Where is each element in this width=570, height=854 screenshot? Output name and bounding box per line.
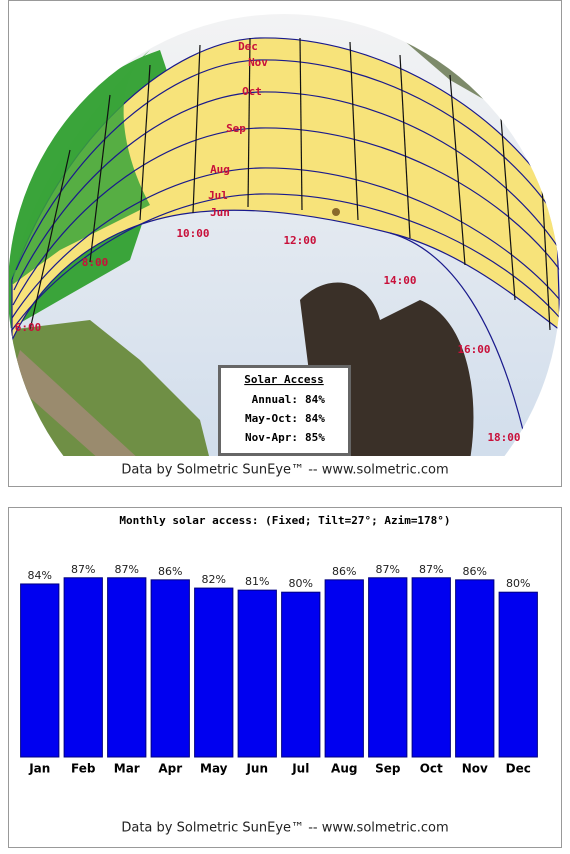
bar bbox=[455, 579, 495, 758]
tree-shade bbox=[12, 50, 150, 285]
bar bbox=[281, 591, 321, 758]
bar bbox=[194, 587, 234, 758]
hour-line bbox=[139, 64, 151, 221]
month-label: Jun bbox=[210, 206, 230, 219]
hour-label: 6:00 bbox=[15, 321, 42, 334]
hour-label: 8:00 bbox=[82, 256, 109, 269]
value-label: 84% bbox=[28, 569, 52, 582]
value-label: 87% bbox=[71, 563, 95, 576]
solar-access-box bbox=[218, 365, 351, 456]
row-value: 84% bbox=[305, 412, 325, 425]
hour-label: 10:00 bbox=[176, 227, 209, 240]
month-label: Jul bbox=[208, 189, 228, 202]
hour-line bbox=[192, 44, 201, 214]
row-label: Annual: bbox=[252, 393, 298, 406]
month-line bbox=[13, 91, 560, 291]
fence bbox=[10, 350, 140, 456]
foliage bbox=[9, 320, 210, 456]
month-line bbox=[11, 193, 560, 331]
row-value: 84% bbox=[305, 393, 325, 406]
value-label: 80% bbox=[506, 577, 530, 590]
x-tick-label: May bbox=[200, 762, 228, 776]
hour-label: 14:00 bbox=[383, 274, 416, 287]
x-tick-label: Jun bbox=[245, 762, 268, 776]
month-line bbox=[11, 167, 560, 319]
bar bbox=[63, 577, 103, 758]
x-tick-label: Jul bbox=[291, 762, 309, 776]
bar bbox=[411, 577, 451, 758]
bar bbox=[237, 589, 277, 758]
x-tick-label: Feb bbox=[71, 762, 96, 776]
month-line bbox=[12, 127, 560, 306]
hour-line bbox=[449, 74, 466, 266]
x-tick-label: Dec bbox=[506, 762, 531, 776]
month-label: Aug bbox=[210, 163, 230, 176]
hour-line bbox=[399, 54, 411, 239]
solar-access-title: Solar Access bbox=[244, 373, 323, 386]
x-tick-label: Jan bbox=[28, 762, 50, 776]
bar bbox=[498, 591, 538, 758]
hour-line bbox=[89, 94, 111, 263]
hour-line bbox=[29, 149, 71, 331]
month-label: Dec bbox=[238, 40, 258, 53]
month-label: Sep bbox=[226, 122, 246, 135]
value-label: 82% bbox=[202, 573, 226, 586]
sun bbox=[332, 208, 340, 216]
bar bbox=[20, 583, 60, 758]
bar bbox=[107, 577, 147, 758]
hour-line bbox=[247, 37, 251, 208]
value-label: 86% bbox=[463, 565, 487, 578]
horizon-line bbox=[389, 232, 531, 456]
value-label: 87% bbox=[376, 563, 400, 576]
value-label: 86% bbox=[332, 565, 356, 578]
row-label: Nov-Apr: bbox=[245, 431, 298, 444]
month-line bbox=[15, 59, 559, 271]
source: Data by Solmetric SunEye™ -- www.solmetr… bbox=[121, 821, 448, 836]
hour-label: 18:00 bbox=[487, 431, 520, 444]
month-label: Oct bbox=[242, 85, 262, 98]
x-tick-label: Aug bbox=[331, 762, 357, 776]
bar bbox=[368, 577, 408, 758]
value-label: 87% bbox=[115, 563, 139, 576]
hour-line bbox=[349, 41, 359, 221]
x-tick-label: Oct bbox=[420, 762, 443, 776]
hour-label: 16:00 bbox=[457, 343, 490, 356]
x-tick-label: Sep bbox=[375, 762, 401, 776]
value-label: 81% bbox=[245, 575, 269, 588]
hour-line bbox=[299, 37, 303, 211]
source: Data by Solmetric SunEye™ -- www.solmetr… bbox=[121, 463, 448, 478]
bar bbox=[324, 579, 364, 758]
row-value: 85% bbox=[305, 431, 325, 444]
value-label: 80% bbox=[289, 577, 313, 590]
value-label: 87% bbox=[419, 563, 443, 576]
hour-label: 12:00 bbox=[283, 234, 316, 247]
value-label: 86% bbox=[158, 565, 182, 578]
bar bbox=[150, 579, 190, 758]
chart-title: Monthly solar access: (Fixed; Tilt=27°; … bbox=[119, 514, 450, 527]
x-tick-label: Apr bbox=[158, 762, 182, 776]
x-tick-label: Nov bbox=[462, 762, 488, 776]
month-label: Nov bbox=[248, 56, 268, 69]
sun-path-band bbox=[11, 37, 560, 341]
x-tick-label: Mar bbox=[114, 762, 140, 776]
row-label: May-Oct: bbox=[245, 412, 298, 425]
hour-line bbox=[499, 104, 516, 301]
